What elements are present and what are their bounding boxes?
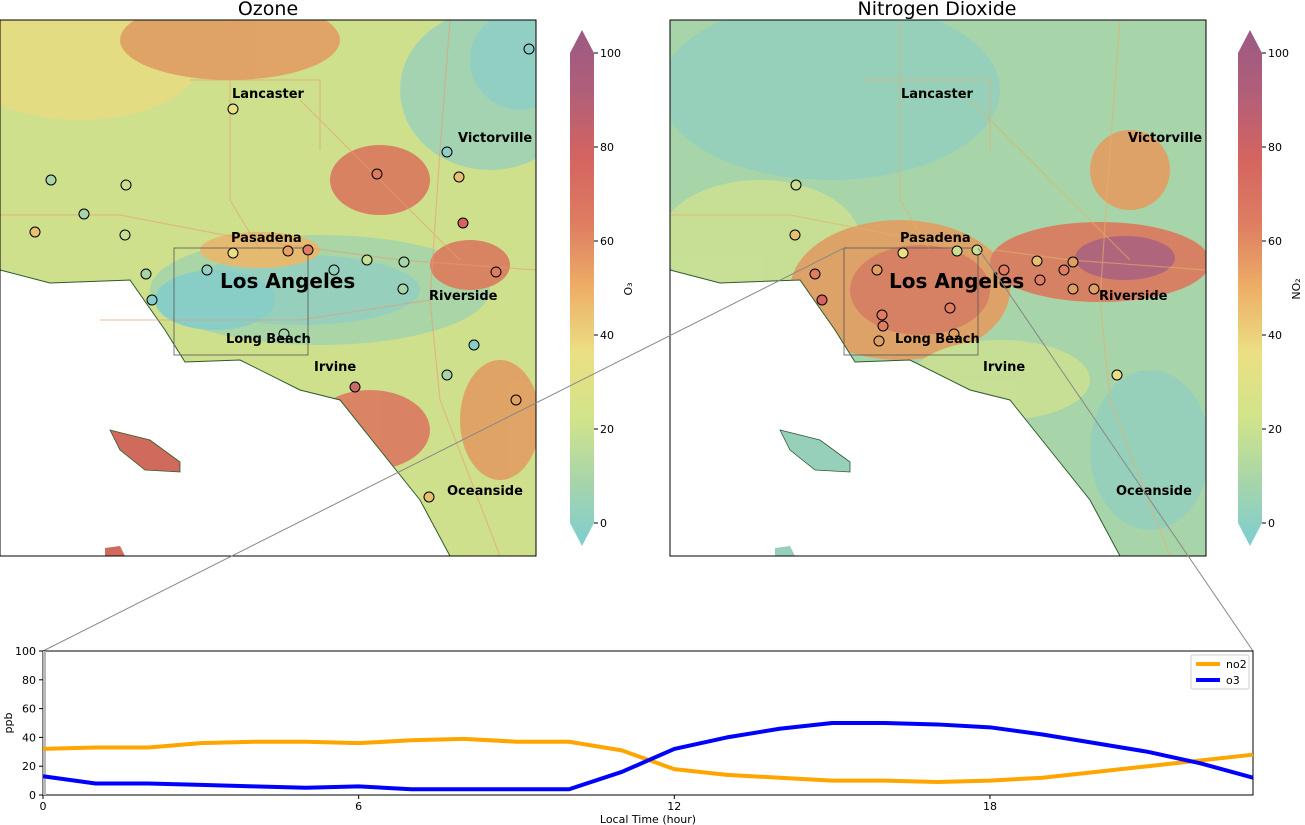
ts-y-tick-label: 60: [22, 703, 36, 716]
time-series-chart: 0 20 40 60 80 100 0 6 12 18 ppb Local Time (hour…: [2, 645, 1254, 825]
ozone-city-oceanside: Oceanside: [447, 484, 523, 499]
no2-zoom-box: [843, 247, 979, 356]
ozone-map-title: Ozone: [238, 0, 298, 20]
no2-colorbar: NO₂ 0 20 40 60 80 100: [1238, 30, 1303, 546]
ts-x-tick-label: 12: [667, 800, 681, 813]
ts-y-axis: 0 20 40 60 80 100: [15, 645, 43, 802]
no2-colorbar-tick-label: 0: [1268, 517, 1275, 530]
no2-island-catalina: [779, 429, 851, 473]
ozone-colorbar-tick-label: 0: [600, 517, 607, 530]
ts-y-tick-label: 20: [22, 760, 36, 773]
ozone-colorbar-tick-label: 40: [600, 329, 614, 342]
ts-x-tick-label: 0: [40, 800, 47, 813]
ozone-city-irvine: Irvine: [314, 360, 356, 375]
ozone-colorbar-tick-label: 60: [600, 235, 614, 248]
ozone-monitor-stations: [29, 43, 535, 503]
no2-city-los-angeles: Los Angeles: [889, 269, 1024, 293]
no2-island-small: [775, 546, 795, 556]
no2-city-irvine: Irvine: [983, 360, 1025, 375]
ts-series: [42, 721, 1254, 792]
ozone-island-small: [105, 546, 125, 556]
ozone-map-area: [0, 20, 536, 556]
ozone-city-riverside: Riverside: [429, 289, 498, 304]
ts-y-tick-label: 80: [22, 674, 36, 687]
ozone-colorbar-tick-label: 80: [600, 141, 614, 154]
no2-map-panel: Nitrogen Dioxide: [669, 0, 1207, 557]
ozone-city-pasadena: Pasadena: [231, 231, 302, 246]
ozone-colorbar-label: O₃: [622, 282, 635, 295]
ozone-coastline: [0, 269, 451, 556]
no2-city-long-beach: Long Beach: [895, 332, 980, 347]
ts-series-o3-line: [42, 721, 1254, 792]
ozone-colorbar-tick-label: 100: [600, 47, 621, 60]
no2-map-title: Nitrogen Dioxide: [857, 0, 1016, 20]
ozone-city-long-beach: Long Beach: [226, 332, 311, 347]
ts-current-hour-marker: [43, 651, 46, 795]
no2-roads: [670, 20, 1206, 556]
zoom-connectors: [42, 247, 1254, 652]
ozone-city-lancaster: Lancaster: [232, 87, 305, 102]
no2-city-riverside: Riverside: [1099, 289, 1168, 304]
ts-y-tick-label: 100: [15, 645, 36, 658]
no2-city-victorville: Victorville: [1128, 131, 1202, 146]
ozone-roads: [0, 20, 536, 556]
ozone-city-labels: Lancaster Victorville Pasadena Los Angel…: [220, 87, 532, 499]
no2-colorbar-tick-label: 40: [1268, 329, 1282, 342]
ozone-colorbar-tick-label: 20: [600, 423, 614, 436]
ts-legend-label-no2: no2: [1226, 658, 1247, 671]
ozone-city-victorville: Victorville: [458, 131, 532, 146]
ts-x-axis-label: Local Time (hour): [600, 813, 696, 825]
no2-colorbar-label: NO₂: [1290, 278, 1303, 299]
no2-colorbar-tick-label: 100: [1268, 47, 1289, 60]
no2-colorbar-tick-label: 80: [1268, 141, 1282, 154]
no2-city-pasadena: Pasadena: [900, 231, 971, 246]
ozone-colorbar: O₃ 0 20 40 60 80 100: [570, 30, 635, 546]
ozone-map-frame: [0, 19, 537, 557]
no2-colorbar-tick-label: 20: [1268, 423, 1282, 436]
ozone-ocean: [0, 270, 450, 556]
ts-x-tick-label: 6: [355, 800, 362, 813]
ts-y-axis-label: ppb: [2, 713, 15, 734]
no2-city-oceanside: Oceanside: [1116, 484, 1192, 499]
ozone-map-panel: Ozone: [0, 0, 537, 557]
no2-coastline: [670, 269, 1121, 556]
ts-y-tick-label: 40: [22, 731, 36, 744]
ozone-island-catalina: [109, 429, 181, 473]
ts-x-axis: 0 6 12 18: [40, 795, 997, 813]
ozone-field-blobs: [0, 20, 536, 480]
no2-monitor-stations: [789, 179, 1123, 381]
no2-colorbar-bar: [1238, 30, 1262, 546]
no2-city-labels: Lancaster Victorville Pasadena Los Angel…: [889, 87, 1202, 499]
no2-map-frame: [669, 19, 1207, 557]
no2-city-lancaster: Lancaster: [901, 87, 974, 102]
ts-y-tick-label: 0: [29, 789, 36, 802]
ozone-city-los-angeles: Los Angeles: [220, 269, 355, 293]
ozone-colorbar-bar: [570, 30, 594, 546]
ozone-zoom-box: [173, 247, 309, 356]
ts-legend-label-o3: o3: [1226, 674, 1240, 687]
no2-colorbar-tick-label: 60: [1268, 235, 1282, 248]
no2-ocean: [670, 270, 1120, 556]
ts-plot-frame: [42, 650, 1254, 796]
ts-x-tick-label: 18: [983, 800, 997, 813]
